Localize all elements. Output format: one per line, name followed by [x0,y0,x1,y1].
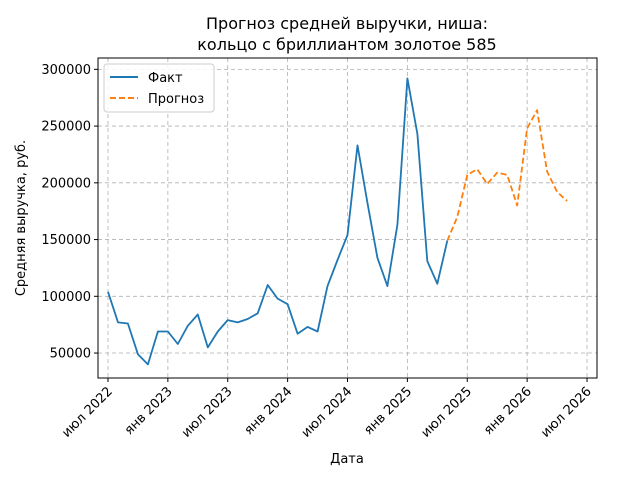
x-tick-label: июл 2026 [538,384,595,441]
y-tick-label: 300000 [41,63,91,78]
y-tick-label: 150000 [41,233,91,248]
grid [98,58,597,378]
chart-title-line1: Прогноз средней выручки, ниша: [206,14,488,33]
x-axis-label: Дата [330,452,364,467]
x-tick-label: июл 2025 [419,384,476,441]
x-tick-label: янв 2023 [122,384,176,438]
legend-forecast-label: Прогноз [148,92,204,107]
legend: Факт Прогноз [103,63,215,113]
y-tick-label: 50000 [50,347,91,362]
x-tick-label: июл 2024 [299,384,356,441]
x-tick-label: янв 2026 [481,384,535,438]
y-tick-label: 250000 [41,120,91,135]
x-axis: июл 2022 янв 2023 июл 2023 янв 2024 июл 2024… [59,378,595,441]
y-axis: 50000 100000 150000 200000 250000 300000 [41,63,98,362]
chart-title-line2: кольцо с бриллиантом золотое 585 [197,35,496,54]
x-tick-label: июл 2022 [59,384,116,441]
series-layer [107,77,568,366]
y-tick-label: 200000 [41,176,91,191]
y-axis-label: Средняя выручка, руб. [14,140,29,296]
x-tick-label: июл 2023 [179,384,236,441]
y-tick-label: 100000 [41,290,91,305]
series-line-fact [107,77,449,366]
series-line-forecast [446,109,568,242]
x-tick-label: янв 2025 [361,384,415,438]
x-tick-label: янв 2024 [242,384,296,438]
legend-fact-label: Факт [148,71,183,86]
